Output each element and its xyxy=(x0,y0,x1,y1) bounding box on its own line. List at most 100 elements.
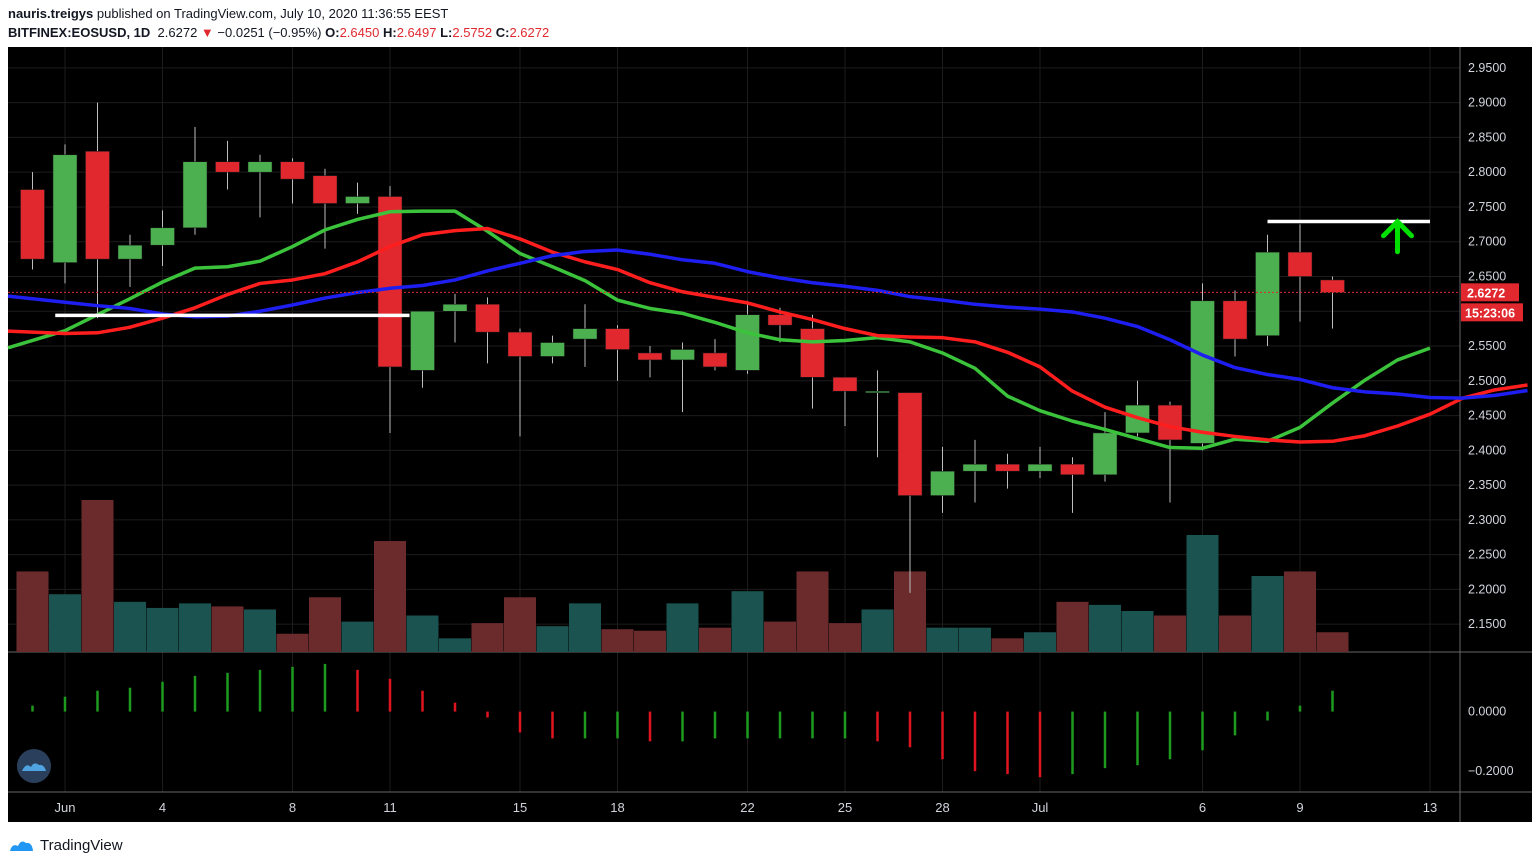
candle-body xyxy=(962,463,988,472)
x-tick-label: 6 xyxy=(1199,800,1206,815)
volume-bar xyxy=(731,591,764,652)
footer: TradingView xyxy=(8,832,123,858)
volume-bar xyxy=(49,594,81,652)
candle-body xyxy=(1287,251,1313,277)
candle-body xyxy=(475,304,500,333)
candle-body xyxy=(702,352,728,368)
candle-body xyxy=(312,175,338,204)
low-label: L: xyxy=(440,25,453,40)
volume-bar xyxy=(81,500,114,652)
x-tick-label: 13 xyxy=(1423,800,1437,815)
candle-body xyxy=(150,227,175,246)
y-tick-label: 2.2000 xyxy=(1468,582,1506,596)
up-arrow-icon xyxy=(1381,218,1414,255)
volume-bar xyxy=(861,609,894,652)
y-tick-label: 2.9000 xyxy=(1468,96,1506,110)
y-tick-label: 2.3500 xyxy=(1468,478,1506,492)
volume-bar xyxy=(1154,615,1186,652)
candle-body xyxy=(995,463,1020,472)
symbol-line: BITFINEX:EOSUSD, 1D 2.6272 ▼ −0.0251 (−0… xyxy=(8,23,549,42)
symbol-interval[interactable]: BITFINEX:EOSUSD, 1D xyxy=(8,25,151,40)
close-label: C: xyxy=(495,25,510,40)
open-value: 2.6450 xyxy=(339,25,380,40)
volume-bar xyxy=(569,603,601,652)
author-name[interactable]: nauris.treigys xyxy=(8,6,94,21)
volume-bar xyxy=(634,630,666,652)
y-tick-label: 2.7500 xyxy=(1468,200,1506,214)
y-tick-label: 2.2500 xyxy=(1468,548,1506,562)
candlesticks xyxy=(20,102,1345,593)
candle-body xyxy=(1092,432,1118,475)
x-tick-label: 9 xyxy=(1296,800,1303,815)
y-tick-label: 2.9500 xyxy=(1468,61,1506,75)
volume-bar xyxy=(146,607,179,652)
candle-body xyxy=(735,314,760,371)
x-tick-label: 4 xyxy=(159,800,166,815)
y-tick-label: 2.7000 xyxy=(1468,235,1506,249)
tradingview-logo-button[interactable] xyxy=(17,749,51,783)
volume-bar xyxy=(601,629,634,652)
current-price-label: 2.6272 xyxy=(1467,286,1505,300)
y-tick-label: 2.8000 xyxy=(1468,165,1506,179)
volume-bar xyxy=(179,603,211,652)
x-tick-label: Jun xyxy=(55,800,76,815)
y-tick-label: 2.1500 xyxy=(1468,617,1506,631)
footer-brand[interactable]: TradingView xyxy=(40,836,123,854)
y-tick-label: 2.3000 xyxy=(1468,513,1506,527)
volume-bar xyxy=(1186,534,1219,652)
price-change: −0.0251 (−0.95%) xyxy=(217,25,322,40)
x-tick-label: 8 xyxy=(289,800,296,815)
volume-bar xyxy=(1284,571,1316,652)
volume-bar xyxy=(439,638,471,652)
volume-bar xyxy=(699,627,731,652)
volume-bar xyxy=(374,541,406,652)
tradingview-cloud-icon xyxy=(10,841,33,851)
oscillator-tick-label: 0.0000 xyxy=(1468,705,1506,719)
x-axis-labels: Jun 4 8 11 15 18 22 25 28 Jul 6 9 13 xyxy=(55,800,1438,815)
volume-bars xyxy=(16,500,1349,652)
volume-bar xyxy=(991,638,1024,652)
candle-body xyxy=(800,328,825,378)
price-badges: 2.6272 15:23:06 xyxy=(1461,283,1523,322)
x-tick-label: 11 xyxy=(383,800,397,815)
volume-bar xyxy=(536,626,569,652)
candle-body xyxy=(345,196,370,204)
candle-body xyxy=(280,161,305,180)
volume-bar xyxy=(309,597,341,652)
volume-bar xyxy=(796,571,829,652)
volume-bar xyxy=(764,621,796,652)
candle-body xyxy=(897,392,923,496)
candle-body xyxy=(1060,463,1085,475)
down-arrow-icon: ▼ xyxy=(200,25,214,40)
x-tick-label: 18 xyxy=(610,800,624,815)
countdown-badge xyxy=(1461,303,1523,322)
oscillator-tick-label: −0.2000 xyxy=(1468,764,1514,778)
y-tick-label: 2.5000 xyxy=(1468,374,1506,388)
volume-bar xyxy=(1089,604,1121,652)
candle-body xyxy=(20,189,45,260)
candle-body xyxy=(507,331,533,357)
price-scale[interactable] xyxy=(1460,47,1532,822)
x-tick-label: 22 xyxy=(740,800,754,815)
volume-bar xyxy=(341,621,374,652)
moving-averages xyxy=(7,209,1528,450)
current-price-badge xyxy=(1461,283,1519,302)
oscillator-pane xyxy=(31,663,1334,778)
price-chart[interactable]: 2.9500 2.9000 2.8500 2.8000 2.7500 2.7000 2.65… xyxy=(0,47,1540,829)
open-label: O: xyxy=(325,25,340,40)
candle-body xyxy=(85,151,110,260)
cloud-icon xyxy=(22,763,46,771)
volume-bar xyxy=(1024,632,1056,652)
low-value: 2.5752 xyxy=(452,25,493,40)
candle-body xyxy=(1157,404,1183,441)
volume-bar xyxy=(276,633,309,652)
y-tick-label: 2.4500 xyxy=(1468,409,1506,423)
x-tick-label: 15 xyxy=(513,800,527,815)
candle-body xyxy=(865,390,890,393)
x-tick-label: Jul xyxy=(1032,800,1049,815)
x-tick-label: 25 xyxy=(838,800,852,815)
candle-body xyxy=(540,342,565,357)
volume-bar xyxy=(244,609,276,652)
volume-bar xyxy=(926,627,959,652)
candle-body xyxy=(247,161,273,173)
